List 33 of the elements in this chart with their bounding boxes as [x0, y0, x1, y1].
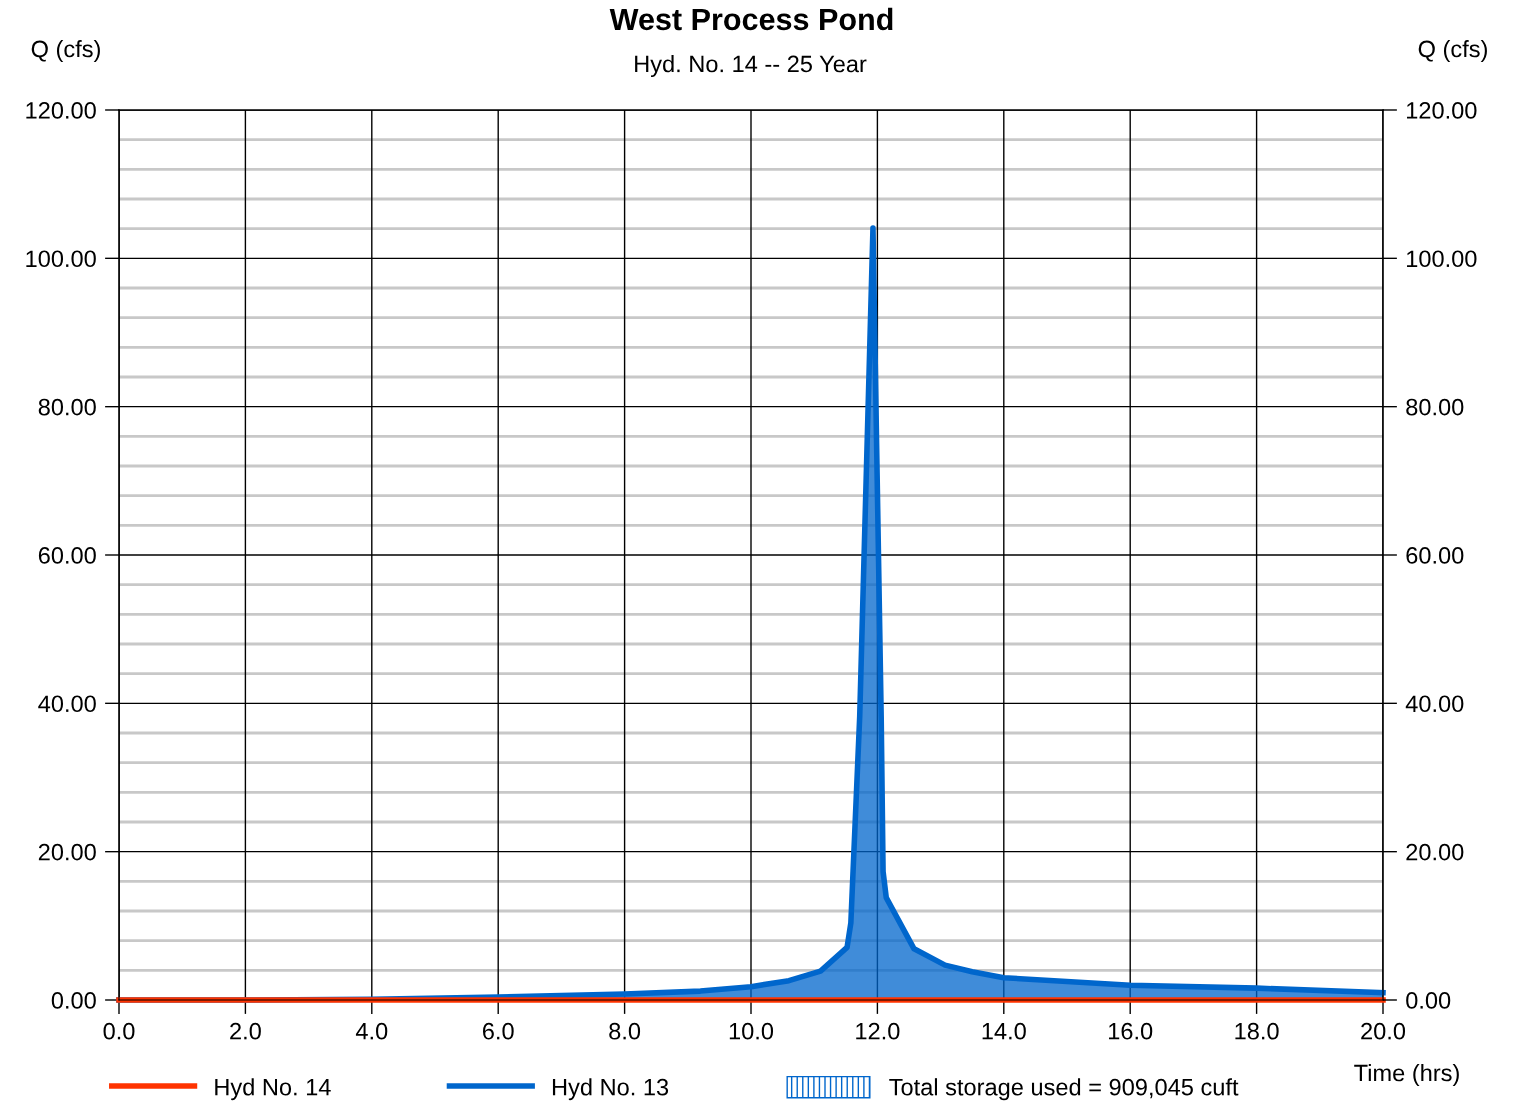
- y2-tick-label: 20.00: [1406, 843, 1464, 861]
- y-tick-label: 120.00: [26, 102, 96, 119]
- x-tick-label: 16.0: [1109, 1022, 1153, 1040]
- x-tick-label: 18.0: [1235, 1022, 1279, 1040]
- y-tick-label: 20.00: [38, 843, 96, 861]
- y2-tick-label: 40.00: [1405, 695, 1464, 713]
- y2-tick-label: 80.00: [1406, 398, 1464, 416]
- y2-axis-title: Q (cfs): [1418, 40, 1487, 62]
- chart-subtitle: Hyd. No. 14 -- 25 Year: [635, 55, 867, 77]
- x-tick-label: 4.0: [355, 1022, 388, 1040]
- x-axis-title: Time (hrs): [1354, 1063, 1459, 1086]
- y2-tick-label: 120.00: [1407, 102, 1477, 119]
- y-tick-label: 60.00: [38, 547, 96, 564]
- y2-tick-label: 0.00: [1406, 992, 1451, 1009]
- x-tick-label: 20.0: [1361, 1022, 1406, 1040]
- x-tick-label: 12.0: [856, 1022, 900, 1040]
- legend-label: Hyd No. 14: [215, 1078, 331, 1101]
- x-tick-label: 2.0: [230, 1022, 261, 1040]
- x-tick-label: 0.0: [103, 1022, 135, 1040]
- y-tick-label: 40.00: [38, 695, 96, 713]
- legend-label: Hyd No. 13: [552, 1078, 669, 1101]
- x-tick-label: 8.0: [609, 1022, 641, 1040]
- x-tick-label: 6.0: [482, 1022, 514, 1040]
- chart-title: West Process Pond: [609, 7, 893, 31]
- y2-tick-label: 100.00: [1407, 250, 1477, 268]
- y2-tick-label: 60.00: [1406, 547, 1464, 564]
- y-tick-label: 100.00: [26, 250, 96, 268]
- y-tick-label: 0.00: [51, 992, 96, 1009]
- x-tick-label: 10.0: [729, 1022, 774, 1040]
- y-axis-title: Q (cfs): [31, 40, 100, 62]
- y-tick-label: 80.00: [38, 398, 96, 416]
- x-tick-label: 14.0: [982, 1022, 1026, 1040]
- text: Total storage used = 909,045 cuft: [889, 1078, 1239, 1101]
